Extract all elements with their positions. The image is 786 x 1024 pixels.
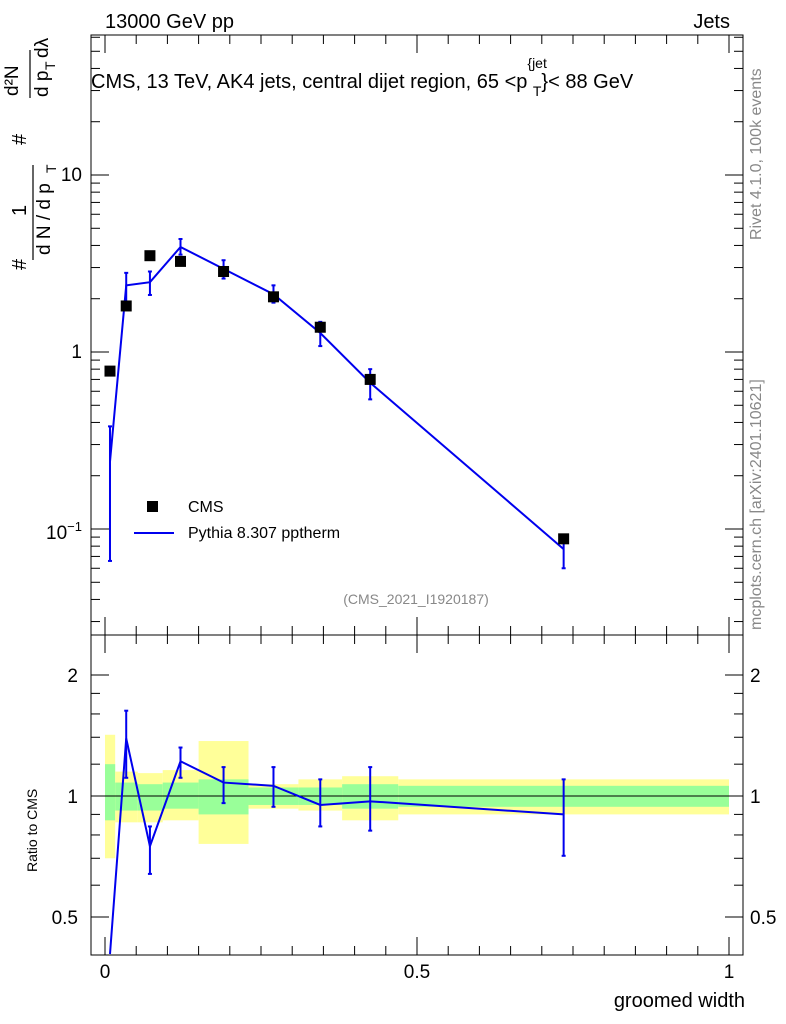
ytick-bottom-right-1: 1 [750, 787, 761, 808]
legend-label-mc: Pythia 8.307 pptherm [188, 525, 340, 542]
data-series [104, 250, 570, 545]
y-tick-labels-bottom: 0.5 1 2 0.5 1 2 [52, 666, 777, 929]
side-label-rivet: Rivet 4.1.0, 100k events [748, 68, 765, 240]
ylabel-dpt: d p [32, 71, 53, 97]
y-tick-labels-top: 10−1 1 10 [46, 165, 82, 544]
axis-ticks [91, 35, 743, 955]
xtick-0: 0 [100, 962, 111, 983]
mc-series [107, 237, 566, 570]
ratio-mc-series [108, 709, 566, 955]
ylabel-hash-1: # [9, 258, 31, 270]
x-axis-label: groomed width [614, 990, 745, 1012]
analysis-label: (CMS_2021_I1920187) [343, 591, 489, 607]
data-point-1 [120, 300, 132, 312]
x-tick-labels: 0 0.5 1 [100, 962, 735, 983]
data-point-2 [144, 250, 156, 262]
header-energy: 13000 GeV pp [105, 11, 234, 33]
chart-title: CMS, 13 TeV, AK4 jets, central dijet reg… [91, 55, 634, 99]
mc-line [108, 245, 565, 550]
data-point-3 [175, 255, 187, 267]
ylabel-one: 1 [9, 205, 31, 216]
band-inner-0 [105, 764, 116, 821]
ylabel-dlambda: dλ [32, 37, 53, 58]
ylabel-d2n: d²N [2, 65, 23, 96]
ytick-bottom-right-2: 2 [750, 666, 761, 687]
data-point-7 [364, 373, 376, 385]
ytick-top-1: 1 [71, 342, 82, 363]
data-point-5 [267, 291, 279, 303]
ratio-uncertainty-bands [105, 734, 729, 859]
ytick-top-2: 10 [61, 165, 82, 186]
header-category: Jets [693, 11, 730, 33]
ytick-bottom-left-2: 2 [67, 666, 78, 687]
legend-label-cms: CMS [188, 499, 224, 516]
data-point-8 [558, 533, 570, 545]
legend-marker-cms [147, 501, 158, 512]
legend: CMS Pythia 8.307 pptherm [134, 499, 340, 542]
data-point-4 [218, 265, 230, 277]
ytick-bottom-left-1: 1 [67, 787, 78, 808]
band-inner-1 [115, 782, 138, 811]
xtick-2: 1 [724, 962, 735, 983]
data-point-6 [314, 321, 326, 333]
ylabel-dpt-sub: T [42, 61, 58, 70]
ytick-top-0: 10−1 [46, 519, 82, 544]
top-panel-frame [90, 34, 744, 636]
ratio-mc-line [108, 738, 564, 955]
ytick-bottom-right-0: 0.5 [750, 908, 776, 929]
ytick-bottom-left-0: 0.5 [52, 908, 78, 929]
xtick-1: 0.5 [404, 962, 430, 983]
y-axis-label-top: # 1 d N / d p T # d²N d p T dλ [2, 37, 59, 270]
data-point-0 [104, 365, 116, 377]
ylabel-dn: d N / d p [34, 183, 55, 255]
side-label-mcplots: mcplots.cern.ch [arXiv:2401.10621] [748, 379, 765, 630]
y-axis-label-bottom: Ratio to CMS [24, 789, 40, 872]
ylabel-dn-sub: T [43, 164, 59, 173]
ylabel-hash-2: # [9, 133, 31, 145]
